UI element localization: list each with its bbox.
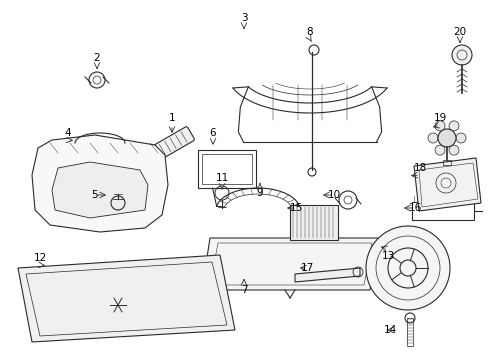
Text: 15: 15 xyxy=(289,203,302,213)
Circle shape xyxy=(437,129,455,147)
Polygon shape xyxy=(202,238,377,290)
Bar xyxy=(198,150,256,188)
Text: 11: 11 xyxy=(215,173,228,183)
Bar xyxy=(442,160,450,165)
Polygon shape xyxy=(413,158,480,211)
Bar xyxy=(202,154,251,184)
Circle shape xyxy=(434,145,444,155)
Circle shape xyxy=(451,45,471,65)
Text: 20: 20 xyxy=(452,27,466,37)
Text: 12: 12 xyxy=(33,253,46,263)
Text: 14: 14 xyxy=(383,325,396,335)
Text: 1: 1 xyxy=(168,113,175,123)
Text: 3: 3 xyxy=(240,13,247,23)
Text: 10: 10 xyxy=(327,190,340,200)
Circle shape xyxy=(448,121,458,131)
Bar xyxy=(289,205,337,240)
Text: 16: 16 xyxy=(407,203,421,213)
Circle shape xyxy=(365,226,449,310)
Text: 4: 4 xyxy=(64,128,71,138)
Text: 19: 19 xyxy=(432,113,446,123)
Text: 9: 9 xyxy=(256,188,263,198)
Text: 13: 13 xyxy=(381,251,394,261)
Polygon shape xyxy=(294,268,359,282)
Text: 18: 18 xyxy=(412,163,426,173)
Polygon shape xyxy=(18,255,235,342)
Circle shape xyxy=(427,133,437,143)
Bar xyxy=(411,202,473,220)
Circle shape xyxy=(448,145,458,155)
Text: 2: 2 xyxy=(94,53,100,63)
FancyBboxPatch shape xyxy=(135,127,194,169)
Text: 17: 17 xyxy=(300,263,313,273)
Polygon shape xyxy=(52,162,148,218)
Circle shape xyxy=(455,133,465,143)
Text: 5: 5 xyxy=(92,190,98,200)
Bar xyxy=(406,318,412,346)
Text: 6: 6 xyxy=(209,128,216,138)
Polygon shape xyxy=(32,135,168,232)
Circle shape xyxy=(434,121,444,131)
Text: 8: 8 xyxy=(306,27,313,37)
Text: 7: 7 xyxy=(240,285,247,295)
